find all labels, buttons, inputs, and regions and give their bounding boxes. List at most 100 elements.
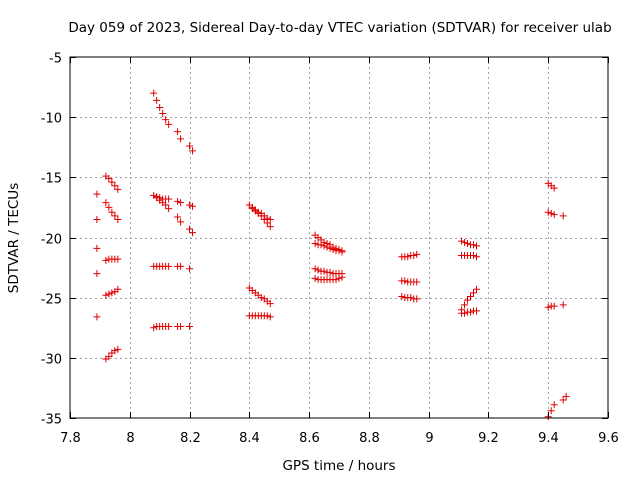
series-s24	[458, 252, 480, 261]
data-point	[174, 213, 182, 221]
data-point	[458, 237, 466, 245]
data-point	[177, 135, 185, 143]
data-point	[335, 274, 343, 282]
data-point	[150, 324, 158, 332]
data-point	[338, 248, 346, 256]
data-point	[461, 301, 469, 309]
data-point	[332, 276, 340, 284]
data-point	[93, 313, 101, 321]
x-tick-label: 8.4	[239, 431, 260, 446]
data-point	[550, 401, 558, 409]
series-s30	[544, 392, 570, 421]
data-point	[260, 215, 268, 223]
y-tick-label: -30	[41, 353, 62, 368]
series-s20	[398, 250, 421, 261]
series-s11	[150, 323, 194, 332]
series-s5	[102, 285, 122, 299]
data-point	[472, 285, 480, 293]
data-point	[162, 116, 170, 124]
series-s10	[150, 262, 194, 273]
data-point	[323, 243, 331, 251]
data-point	[559, 301, 567, 309]
data-point	[93, 215, 101, 223]
data-point	[111, 182, 119, 190]
x-tick-label: 9.6	[598, 431, 619, 446]
series-s1	[93, 190, 101, 321]
x-tick-label: 7.8	[60, 431, 81, 446]
grid-lines	[70, 57, 608, 418]
y-axis-label: SDTVAR / TECUs	[6, 183, 22, 293]
data-point	[177, 199, 185, 207]
series-s21	[398, 277, 421, 286]
series-s7	[150, 89, 197, 155]
data-point	[317, 241, 325, 249]
data-point	[544, 303, 552, 311]
data-point	[114, 285, 122, 293]
y-tick-label: -10	[41, 112, 62, 127]
data-point	[464, 240, 472, 248]
data-point	[326, 268, 334, 276]
series-s25	[458, 285, 480, 314]
data-point	[111, 347, 119, 355]
series-s19	[311, 273, 346, 284]
x-tick-label: 9.2	[478, 431, 499, 446]
data-point	[156, 194, 164, 202]
series-s3	[102, 199, 122, 223]
data-point	[263, 312, 271, 320]
data-point	[467, 308, 475, 316]
data-point	[472, 307, 480, 315]
data-point	[401, 277, 409, 285]
data-point	[547, 407, 555, 415]
data-point	[470, 289, 477, 297]
series-s15	[245, 312, 274, 321]
data-point	[413, 295, 421, 303]
data-point	[266, 215, 274, 223]
series-s26	[458, 307, 480, 317]
data-point	[311, 265, 319, 273]
data-point	[105, 203, 113, 211]
data-point	[266, 300, 274, 308]
data-point	[559, 212, 567, 220]
data-point	[165, 262, 173, 270]
data-point	[102, 199, 110, 207]
data-point	[329, 246, 337, 254]
data-point	[404, 253, 412, 261]
data-point	[114, 345, 122, 353]
data-point	[311, 274, 319, 282]
data-point	[108, 178, 116, 186]
data-point	[162, 201, 170, 209]
data-point	[562, 392, 570, 400]
data-point	[559, 396, 567, 404]
series-s2	[102, 172, 122, 193]
data-point	[114, 255, 122, 263]
data-point	[413, 250, 421, 258]
data-point	[153, 96, 161, 104]
series-s22	[398, 292, 421, 303]
y-tick-label: -25	[41, 293, 62, 308]
data-point	[189, 147, 197, 155]
data-point	[186, 265, 194, 273]
data-point	[186, 201, 194, 209]
data-point	[266, 313, 274, 321]
data-point	[186, 225, 194, 233]
data-point	[413, 278, 421, 286]
series-s4	[102, 255, 122, 264]
series-s12	[245, 201, 274, 223]
data-point	[186, 142, 194, 150]
data-point	[105, 353, 113, 361]
plot-frame	[69, 56, 609, 419]
data-point	[165, 195, 173, 203]
data-point	[111, 212, 119, 220]
data-point	[114, 185, 122, 193]
data-point	[102, 291, 110, 299]
data-point	[550, 302, 558, 310]
data-point	[159, 110, 167, 118]
data-point	[550, 184, 558, 192]
data-point	[263, 219, 271, 227]
data-point	[257, 294, 265, 302]
x-tick-label: 8.8	[359, 431, 380, 446]
axis-ticks: 7.8 8 8.2 8.4 8.6 8.8 9 9.2 9.4 9.6 -35 -30 -25 -20 -1…	[41, 52, 619, 447]
chart-title: Day 059 of 2023, Sidereal Day-to-day VTE…	[68, 20, 611, 36]
data-point	[105, 290, 113, 298]
data-point	[165, 120, 173, 128]
